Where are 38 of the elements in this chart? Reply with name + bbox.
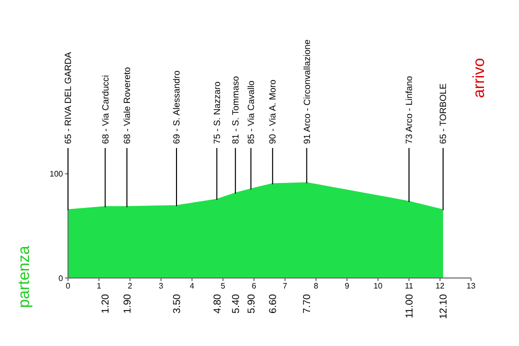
x-tick-label: 9 <box>344 282 350 291</box>
x-tick-label: 5 <box>220 282 226 291</box>
annotation: 65 - TORBOLE <box>438 83 448 144</box>
annotation: 65 - RIVA DEL GARDA <box>63 52 74 144</box>
annotation: 69 - S. Alessandro <box>172 70 182 144</box>
text: partenza <box>16 246 34 308</box>
annotation: 90 - Via A. Moro <box>268 80 278 144</box>
x-tick-label: 12 <box>436 282 445 291</box>
annotation: 6.60 <box>268 294 280 314</box>
annotation: 91 Arco - Circonvallazione <box>302 39 312 144</box>
annotation: 12.10 <box>438 294 450 320</box>
annotation: 5.90 <box>246 294 258 314</box>
annotation: 85 - Via Cavallo <box>246 80 256 144</box>
annotation: 68 - Via Carducci <box>100 75 110 144</box>
annotation: 11.00 <box>404 294 416 318</box>
annotation: 68 - Viale Rovereto <box>122 67 132 144</box>
annotation: 3.50 <box>172 294 183 314</box>
annotation: 5.40 <box>230 294 242 314</box>
x-tick-label: 13 <box>466 282 476 291</box>
annotation: 1.20 <box>100 294 112 314</box>
x-tick-label: 1 <box>96 282 102 291</box>
text: arrivo <box>471 58 489 98</box>
y-tick-label: 100 <box>50 170 64 179</box>
x-tick-label: 10 <box>374 282 383 291</box>
x-tick-label: 6 <box>252 282 257 291</box>
annotation: 1.90 <box>122 294 134 314</box>
x-tick-label: 2 <box>128 282 133 291</box>
x-tick-label: 8 <box>314 282 319 291</box>
x-tick-label: 3 <box>158 282 164 291</box>
annotation: 81 - S. Tommaso <box>230 76 241 144</box>
x-tick-label: 4 <box>190 282 195 291</box>
annotation: 75 - S. Nazzaro <box>212 81 222 144</box>
annotation: 7.70 <box>302 294 314 314</box>
x-tick-label: 11 <box>404 282 414 291</box>
x-tick-label: 0 <box>66 282 71 291</box>
annotation: 73 Arco - Linfano <box>404 76 414 144</box>
x-tick-label: 7 <box>282 282 288 291</box>
annotation: 4.80 <box>212 294 224 314</box>
